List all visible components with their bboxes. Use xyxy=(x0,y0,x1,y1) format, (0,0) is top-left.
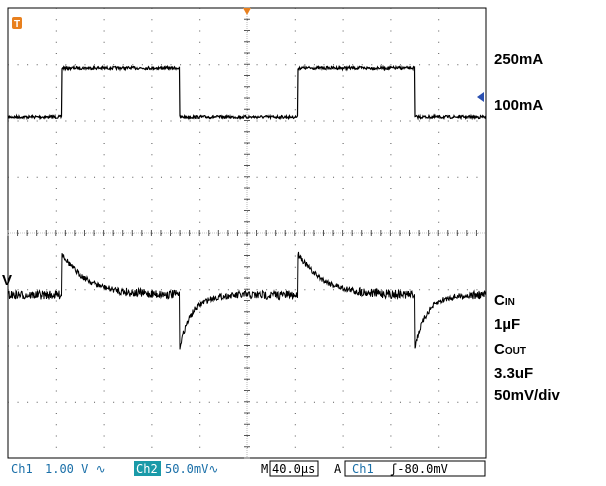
cout-sub: OUT xyxy=(505,346,526,357)
low-level-label: 100mA xyxy=(494,97,543,114)
cin-main: C xyxy=(494,292,505,309)
cout-main: C xyxy=(494,341,505,358)
cout-label: COUT xyxy=(494,341,526,358)
trigger-mode: A xyxy=(334,462,342,476)
center-lines xyxy=(8,8,486,458)
trigger-box xyxy=(344,460,486,477)
trigger-level-text: ʃ-80.0mV xyxy=(390,462,448,476)
traces xyxy=(7,64,487,350)
trigger-source: Ch1 xyxy=(352,462,374,476)
trigger-marker-box xyxy=(12,17,22,29)
ch2-box xyxy=(134,461,161,476)
ch1: Ch1 xyxy=(11,462,33,476)
left-marker: V xyxy=(2,272,12,289)
voltage-trace xyxy=(7,251,487,350)
timebase-prefix: M xyxy=(261,462,268,476)
current-trace xyxy=(7,64,487,121)
ch2: Ch2 xyxy=(136,462,158,476)
timebase: 40.0µs xyxy=(272,462,315,476)
trigger-level xyxy=(477,92,484,102)
trigger-position xyxy=(243,8,251,15)
timebase-box xyxy=(269,460,319,477)
cin-label: CIN xyxy=(494,292,515,309)
scale-label: 50mV/div xyxy=(494,387,561,404)
trigger-marker: T xyxy=(14,19,20,30)
cin-value: 1µF xyxy=(494,316,520,333)
cin-sub: IN xyxy=(505,297,515,308)
cout-value: 3.3uF xyxy=(494,365,533,382)
ch2-scale: 50.0mV∿ xyxy=(165,462,218,476)
ch1-scale: 1.00 V ∿ xyxy=(45,462,106,476)
high-level-label: 250mA xyxy=(494,51,543,68)
status-bar xyxy=(8,460,486,478)
